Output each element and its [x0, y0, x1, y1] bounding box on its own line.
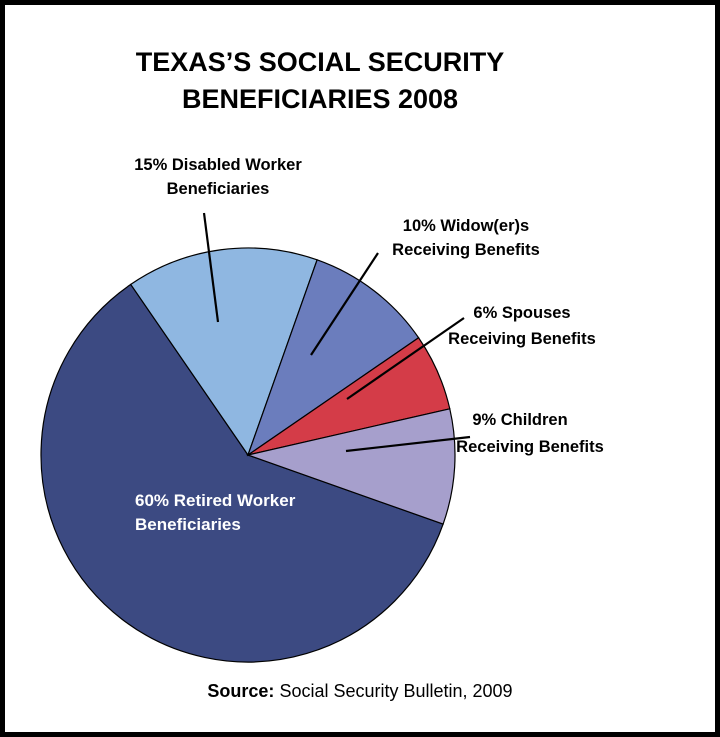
- slice-label: 15% Disabled Worker: [134, 156, 302, 174]
- slice-labels: 60% Retired Worker Beneficiaries 15% Disab…: [134, 156, 604, 534]
- source-label: Source:: [207, 681, 275, 701]
- slice-label: 9% Children: [472, 411, 567, 429]
- leader-lines: [202, 212, 471, 453]
- source-text: Social Security Bulletin, 2009: [274, 681, 513, 701]
- slice-label: Receiving Benefits: [392, 241, 540, 259]
- slice-label: 10% Widow(er)s: [403, 217, 529, 235]
- chart-title-line: TEXAS’S SOCIAL SECURITY: [135, 47, 505, 77]
- slice-label: 60% Retired Worker: [135, 491, 296, 510]
- chart-title-line: BENEFICIARIES 2008: [181, 84, 459, 114]
- slice-label: Beneficiaries: [167, 180, 270, 198]
- pie-slice: [246, 259, 420, 457]
- pie-slices: [40, 247, 456, 663]
- leader-line: [202, 212, 220, 323]
- slice-label: 6% Spouses: [473, 304, 570, 322]
- pie-slice: [245, 408, 456, 525]
- pie-slice: [129, 247, 318, 457]
- slice-label: Beneficiaries: [135, 515, 241, 534]
- source-note: Source: Social Security Bulletin, 2009: [0, 681, 720, 702]
- leader-line: [346, 317, 465, 400]
- leader-line: [310, 252, 379, 356]
- slice-label: Receiving Benefits: [456, 438, 604, 456]
- pie-slice: [40, 283, 444, 663]
- slice-label: Receiving Benefits: [448, 330, 596, 348]
- leader-line: [345, 435, 471, 453]
- chart-title: TEXAS’S SOCIAL SECURITY BENEFICIARIES 20…: [60, 44, 580, 118]
